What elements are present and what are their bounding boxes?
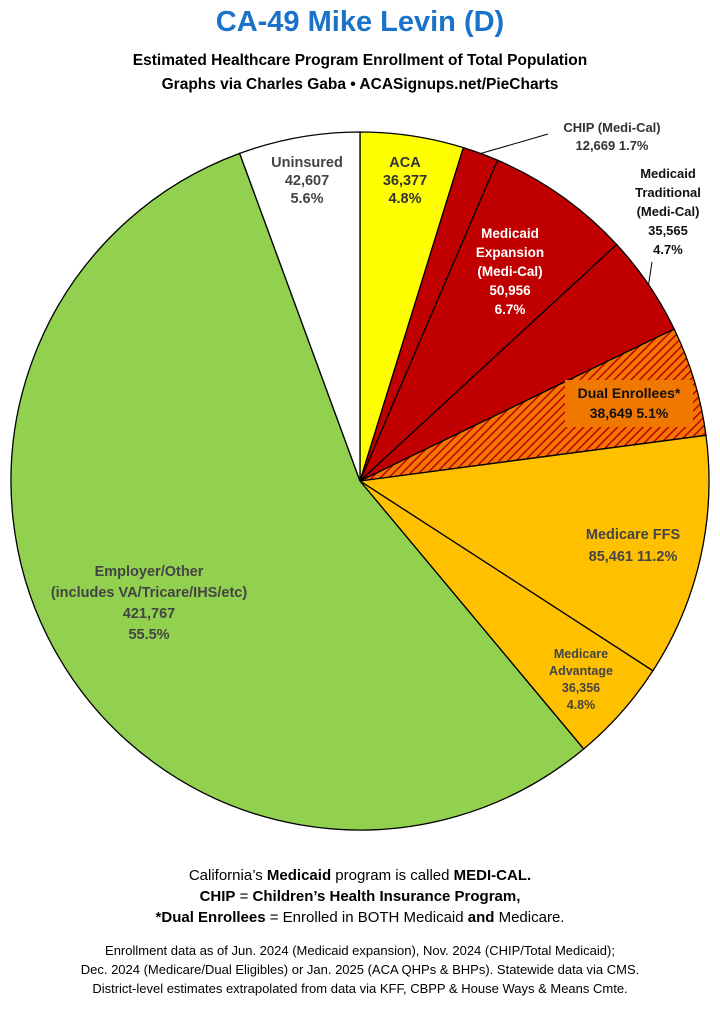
label-medicare-ffs: Medicare FFS 85,461 11.2% [586, 527, 681, 565]
pie-slice-uninsured [238, 131, 361, 482]
pie-chart: ACA 36,377 4.8% Uninsured 42,607 5.6% CHIP (Me… [10, 120, 710, 831]
footnote-line-3: District-level estimates extrapolated fr… [92, 981, 628, 996]
label-aca: ACA 36,377 4.8% [383, 155, 427, 207]
chart-subtitle: Estimated Healthcare Program Enrollment … [132, 52, 588, 69]
footnote-line-1: Enrollment data as of Jun. 2024 (Medicai… [105, 943, 615, 958]
note-dual-enrollees: *Dual Enrollees = Enrolled in BOTH Medic… [155, 909, 565, 926]
leader-line-chip [480, 133, 549, 154]
chart-title: CA-49 Mike Levin (D) [215, 6, 505, 38]
label-medicaid-traditional: Medicaid Traditional (Medi-Cal) 35,565 4.7% [635, 166, 701, 257]
label-employer: Employer/Other (includes VA/Tricare/IHS/e… [51, 564, 248, 643]
footnote-line-2: Dec. 2024 (Medicare/Dual Eligibles) or J… [80, 962, 640, 977]
dual-enrollees-label-box [565, 380, 693, 427]
chart-source-line: Graphs via Charles Gaba • ACASignups.net… [161, 76, 559, 93]
leader-line-medicaid-traditional [648, 261, 653, 285]
label-dual-enrollees: Dual Enrollees* 38,649 5.1% [578, 385, 681, 421]
note-medi-cal: California’s Medicaid program is called … [188, 867, 532, 884]
label-uninsured: Uninsured 42,607 5.6% [271, 155, 343, 207]
pie-slice-medicaid_expansion [359, 159, 618, 482]
label-medicaid-expansion: Medicaid Expansion (Medi-Cal) 50,956 6.7% [476, 226, 544, 317]
pie-slice-medicare_ffs [358, 434, 710, 672]
label-medicare-advantage: Medicare Advantage 36,356 4.8% [549, 647, 613, 712]
note-chip: CHIP = Children’s Health Insurance Progr… [199, 888, 521, 905]
pie-slice-employer [10, 152, 585, 831]
label-chip: CHIP (Medi-Cal) 12,669 1.7% [563, 120, 660, 153]
